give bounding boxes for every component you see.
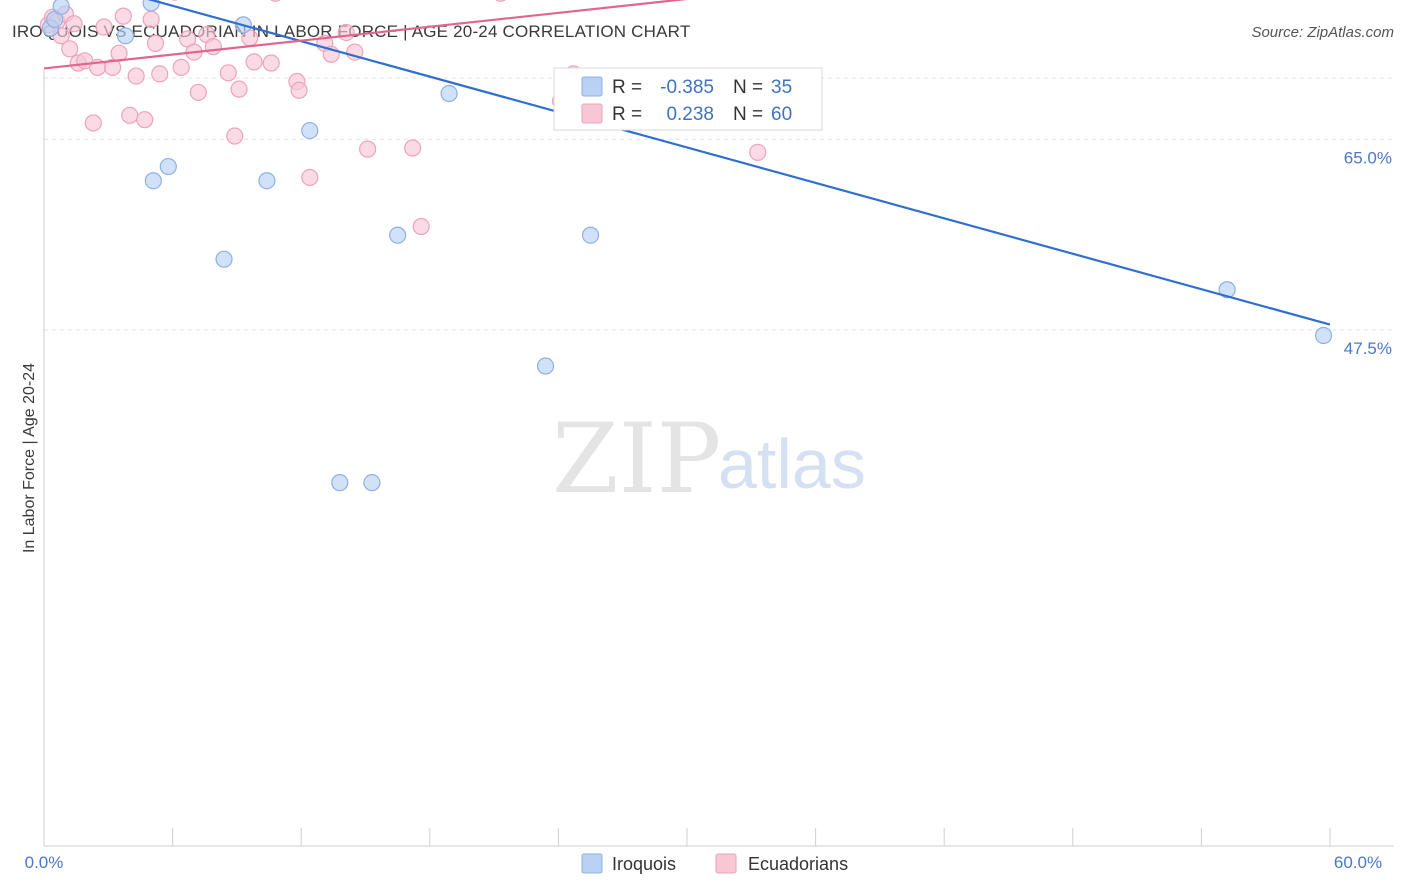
ecuadorians-point	[95, 18, 113, 36]
bottom-legend-swatch-ecuadorians	[715, 853, 737, 874]
source-credit: Source: ZipAtlas.com	[1251, 24, 1394, 41]
legend-n-value-ecuadorians: 60	[771, 104, 792, 125]
x-tick-label-min: 0.0%	[25, 853, 64, 872]
gridlines	[44, 77, 1394, 331]
iroquois-point	[52, 0, 70, 15]
ecuadorians-point	[219, 64, 237, 82]
ecuadorians-point	[65, 15, 83, 33]
iroquois-point	[536, 357, 555, 375]
iroquois-point	[159, 157, 177, 176]
iroquois-point	[363, 474, 381, 492]
iroquois-point	[258, 172, 276, 190]
ecuadorians-point	[749, 143, 767, 161]
iroquois-point	[1218, 281, 1236, 299]
ecuadorians-point	[127, 67, 145, 85]
ecuadorians-point	[146, 34, 165, 52]
ecuadorians-point	[114, 7, 132, 25]
ecuadorians-point	[262, 54, 280, 72]
ecuadorians-points	[39, 0, 767, 236]
axes	[43, 70, 1394, 847]
legend-n-value-iroquois: 35	[771, 77, 792, 98]
iroquois-point	[331, 474, 349, 492]
ecuadorians-point	[121, 106, 139, 124]
bottom-legend-label-iroquois: Iroquois	[612, 854, 676, 874]
ecuadorians-point	[301, 168, 319, 187]
ecuadorians-trend-line	[43, 0, 688, 70]
ecuadorians-point	[230, 80, 248, 98]
ecuadorians-point	[245, 53, 263, 71]
iroquois-point	[301, 121, 319, 140]
correlation-legend: R = -0.385 N = 35 R = 0.238 N = 60	[553, 67, 823, 131]
ecuadorians-point	[226, 127, 244, 145]
legend-r-label-ecuadorians: R =	[612, 104, 642, 125]
x-tick-label-max: 60.0%	[1334, 853, 1382, 872]
ecuadorians-point	[84, 114, 102, 132]
watermark-atlas: atlas	[718, 425, 866, 503]
series-legend: Iroquois Ecuadorians	[581, 853, 848, 874]
y-axis-label: In Labor Force | Age 20-24	[21, 363, 38, 553]
watermark-zip: ZIP	[552, 403, 721, 515]
ecuadorians-point	[270, 0, 281, 2]
bottom-legend-swatch-iroquois	[581, 853, 603, 874]
y-tick-label: 65.0%	[1344, 148, 1392, 167]
legend-swatch-iroquois	[581, 76, 603, 97]
ecuadorians-point	[359, 140, 377, 158]
ecuadorians-point	[412, 217, 430, 236]
iroquois-point	[144, 172, 162, 190]
iroquois-trend-line	[147, 0, 1331, 326]
iroquois-point	[116, 27, 135, 45]
x-ticks	[172, 828, 1331, 846]
ecuadorians-point	[136, 111, 154, 129]
ecuadorians-point	[204, 38, 222, 56]
ecuadorians-point	[151, 65, 169, 83]
legend-r-value-ecuadorians: 0.238	[666, 104, 714, 125]
ecuadorians-point	[495, 0, 506, 2]
legend-n-label-iroquois: N =	[733, 77, 763, 98]
ecuadorians-point	[337, 23, 355, 42]
ecuadorians-point	[61, 40, 79, 58]
ecuadorians-point	[290, 81, 308, 99]
legend-r-label-iroquois: R =	[612, 77, 642, 98]
ecuadorians-point	[142, 10, 160, 28]
legend-r-value-iroquois: -0.385	[660, 77, 714, 98]
legend-n-label-ecuadorians: N =	[733, 104, 763, 125]
bottom-legend-label-ecuadorians: Ecuadorians	[748, 854, 848, 874]
iroquois-points	[41, 0, 1333, 492]
iroquois-point	[581, 226, 600, 244]
ecuadorians-point	[404, 139, 422, 157]
trend-lines	[43, 0, 1331, 326]
iroquois-point	[440, 84, 458, 103]
ecuadorians-point	[103, 58, 122, 76]
iroquois-point	[215, 250, 233, 268]
legend-swatch-ecuadorians	[581, 103, 603, 124]
iroquois-point	[389, 226, 407, 244]
ecuadorians-point	[189, 83, 207, 102]
ecuadorians-point	[172, 58, 190, 76]
y-tick-label: 47.5%	[1344, 339, 1392, 358]
iroquois-point	[1314, 326, 1333, 345]
y-tick-labels: 47.5%65.0%82.5%100.0%	[1344, 148, 1392, 358]
